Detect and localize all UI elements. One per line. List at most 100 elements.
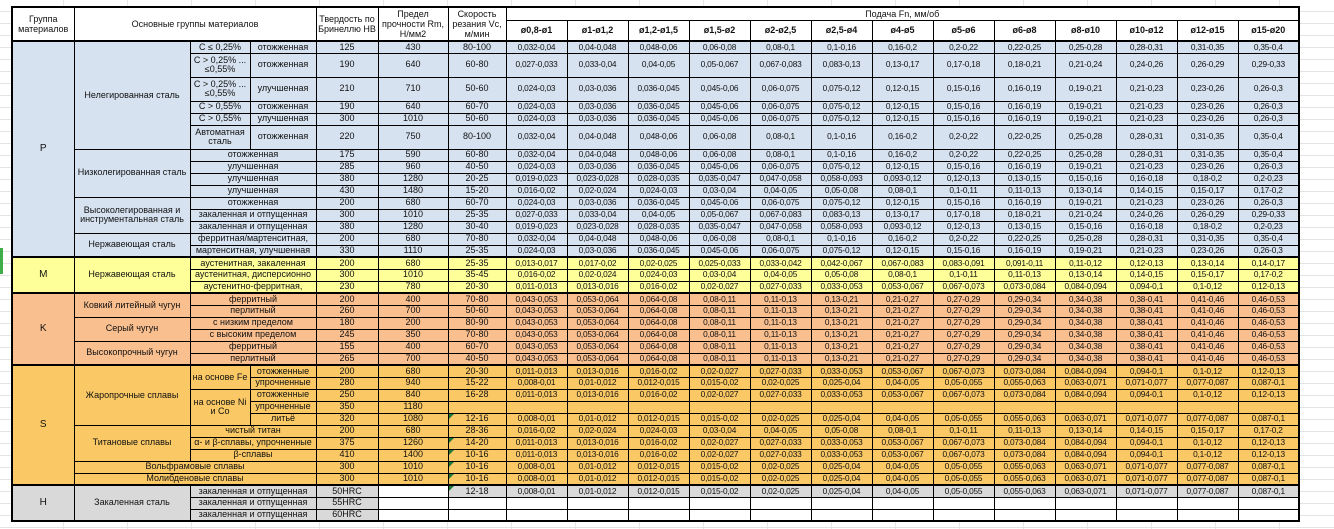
feed-cell[interactable]: 0,036-0,045	[627, 244, 690, 258]
strength-cell[interactable]: 680	[377, 232, 449, 246]
feed-cell[interactable]: 0,15-0,16	[1054, 220, 1117, 234]
feed-cell[interactable]: 0,04-0,05	[871, 472, 934, 486]
feed-cell[interactable]: 0,14-0,15	[1115, 184, 1178, 198]
feed-cell[interactable]: 0,46-0,53	[1237, 292, 1300, 306]
feed-cell[interactable]: 0,25-0,28	[1054, 124, 1117, 150]
feed-cell[interactable]: 0,08-0,11	[688, 304, 751, 318]
feed-cell[interactable]: 0,22-0,25	[993, 124, 1056, 150]
feed-column-header[interactable]: ø6-ø8	[993, 19, 1056, 42]
feed-cell[interactable]: 0,26-0,3	[1237, 112, 1300, 126]
feed-cell[interactable]: 0,28-0,31	[1115, 232, 1178, 246]
material-label-cell[interactable]: C > 0,25% ... ≤0,55%	[189, 76, 251, 102]
material-label-cell[interactable]: Ковкий литейный чугун	[73, 292, 191, 318]
material-label-cell[interactable]: Высокопрочный чугун	[73, 340, 191, 366]
feed-cell[interactable]: 0,045-0,06	[688, 76, 751, 102]
feed-cell[interactable]: 0,1-0,12	[1176, 364, 1239, 378]
feed-cell[interactable]: 0,15-0,16	[1054, 172, 1117, 186]
strength-cell[interactable]: 680	[377, 424, 449, 438]
cutting-speed-cell[interactable]: 70-80	[447, 232, 507, 246]
feed-cell[interactable]: 0,077-0,087	[1176, 484, 1239, 498]
feed-cell[interactable]: 0,064-0,08	[627, 352, 690, 366]
cutting-speed-cell[interactable]: 10-16	[447, 460, 507, 474]
feed-cell[interactable]	[1054, 496, 1117, 510]
feed-cell[interactable]: 0,04-0,05	[627, 52, 690, 78]
feed-cell[interactable]	[688, 400, 751, 414]
feed-cell[interactable]: 0,08-0,1	[749, 148, 812, 162]
feed-cell[interactable]: 0,06-0,075	[749, 112, 812, 126]
feed-cell[interactable]: 0,23-0,26	[1176, 100, 1239, 114]
feed-cell[interactable]: 0,087-0,1	[1237, 484, 1300, 498]
feed-cell[interactable]: 0,04-0,048	[566, 232, 629, 246]
material-label-cell[interactable]: C ≤ 0,25%	[189, 40, 251, 54]
feed-cell[interactable]: 0,012-0,015	[627, 460, 690, 474]
feed-cell[interactable]: 0,077-0,087	[1176, 376, 1239, 390]
cutting-speed-cell[interactable]: 25-35	[447, 244, 507, 258]
feed-cell[interactable]: 0,17-0,2	[1237, 184, 1300, 198]
feed-cell[interactable]: 0,06-0,075	[749, 244, 812, 258]
feed-cell[interactable]: 0,025-0,04	[810, 484, 873, 498]
feed-cell[interactable]: 0,02-0,025	[749, 412, 812, 426]
feed-cell[interactable]	[993, 496, 1056, 510]
strength-cell[interactable]	[377, 496, 449, 510]
cutting-speed-cell[interactable]: 28-36	[447, 424, 507, 438]
feed-column-header[interactable]: ø0,8-ø1	[505, 19, 568, 42]
feed-cell[interactable]: 0,043-0,053	[505, 316, 568, 330]
feed-cell[interactable]: 0,03-0,036	[566, 76, 629, 102]
strength-cell[interactable]: 1280	[377, 172, 449, 186]
feed-cell[interactable]: 0,071-0,077	[1115, 460, 1178, 474]
material-label-cell[interactable]: аустенитная, закаленная	[189, 256, 317, 270]
feed-cell[interactable]: 0,21-0,23	[1115, 160, 1178, 174]
feed-cell[interactable]: 0,073-0,084	[993, 364, 1056, 378]
feed-cell[interactable]	[1237, 508, 1300, 522]
hardness-cell[interactable]: 250	[315, 388, 379, 402]
feed-column-header[interactable]: ø2,5-ø4	[810, 19, 873, 42]
feed-cell[interactable]: 0,06-0,08	[688, 148, 751, 162]
feed-cell[interactable]: 0,15-0,16	[932, 112, 995, 126]
feed-cell[interactable]: 0,047-0,058	[749, 220, 812, 234]
feed-cell[interactable]	[688, 496, 751, 510]
feed-cell[interactable]: 0,03-0,036	[566, 196, 629, 210]
strength-cell[interactable]: 960	[377, 160, 449, 174]
strength-cell[interactable]: 1010	[377, 208, 449, 222]
feed-cell[interactable]: 0,26-0,3	[1237, 76, 1300, 102]
feed-cell[interactable]: 0,087-0,1	[1237, 376, 1300, 390]
hardness-cell[interactable]: 410	[315, 448, 379, 462]
feed-cell[interactable]: 0,05-0,055	[932, 460, 995, 474]
feed-cell[interactable]: 0,18-0,21	[993, 208, 1056, 222]
feed-cell[interactable]: 0,011-0,013	[505, 388, 568, 402]
material-label-cell[interactable]: мартенситная, улучшенная	[189, 244, 317, 258]
feed-cell[interactable]: 0,19-0,21	[1054, 100, 1117, 114]
cutting-speed-cell[interactable]: 40-50	[447, 160, 507, 174]
feed-cell[interactable]: 0,024-0,03	[505, 160, 568, 174]
feed-cell[interactable]: 0,23-0,26	[1176, 244, 1239, 258]
feed-cell[interactable]	[1176, 400, 1239, 414]
feed-cell[interactable]: 0,38-0,41	[1115, 304, 1178, 318]
feed-cell[interactable]: 0,03-0,036	[566, 160, 629, 174]
feed-cell[interactable]: 0,063-0,071	[1054, 412, 1117, 426]
strength-cell[interactable]: 780	[377, 280, 449, 294]
feed-cell[interactable]: 0,16-0,2	[871, 40, 934, 54]
feed-cell[interactable]: 0,13-0,17	[871, 208, 934, 222]
feed-cell[interactable]: 0,08-0,11	[688, 340, 751, 354]
header-hardness[interactable]: Твердость по Бринеллю НВ	[315, 6, 379, 42]
material-label-cell[interactable]: улучшенная	[249, 76, 317, 102]
feed-cell[interactable]	[871, 496, 934, 510]
feed-column-header[interactable]: ø2-ø2,5	[749, 19, 812, 42]
feed-cell[interactable]: 0,29-0,34	[993, 292, 1056, 306]
strength-cell[interactable]: 200	[377, 316, 449, 330]
feed-cell[interactable]: 0,29-0,33	[1237, 208, 1300, 222]
hardness-cell[interactable]: 375	[315, 436, 379, 450]
hardness-cell[interactable]: 55HRC	[315, 496, 379, 510]
feed-cell[interactable]: 0,03-0,036	[566, 112, 629, 126]
feed-cell[interactable]	[749, 400, 812, 414]
feed-cell[interactable]: 0,19-0,21	[1054, 112, 1117, 126]
feed-cell[interactable]: 0,036-0,045	[627, 100, 690, 114]
feed-cell[interactable]: 0,024-0,03	[627, 424, 690, 438]
feed-cell[interactable]: 0,15-0,16	[932, 196, 995, 210]
feed-cell[interactable]: 0,015-0,02	[688, 412, 751, 426]
feed-cell[interactable]	[627, 400, 690, 414]
feed-cell[interactable]: 0,06-0,075	[749, 100, 812, 114]
feed-cell[interactable]: 0,11-0,13	[749, 328, 812, 342]
cutting-speed-cell[interactable]: 15-20	[447, 184, 507, 198]
header-main-groups[interactable]: Основные группы материалов	[73, 6, 317, 42]
